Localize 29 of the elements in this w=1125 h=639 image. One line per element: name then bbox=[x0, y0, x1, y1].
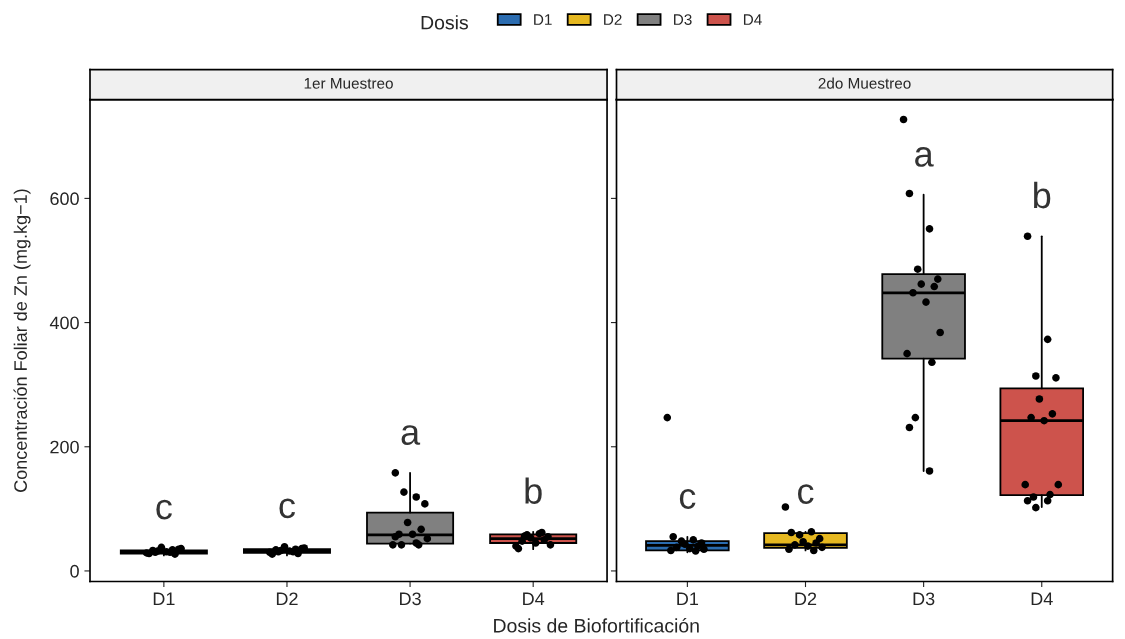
legend-label: D3 bbox=[674, 14, 692, 25]
annotation: b bbox=[525, 477, 542, 504]
annotation: c bbox=[156, 499, 172, 520]
y-tick-label: 400 bbox=[49, 316, 79, 330]
x-tick-label: D3 bbox=[913, 592, 935, 606]
x-tick-label: D2 bbox=[795, 592, 817, 605]
y-axis-title: Concentración Foliar de Zn (mg.kg−1) bbox=[13, 189, 31, 492]
legend-label: D1 bbox=[534, 14, 552, 25]
x-tick-label: D1 bbox=[153, 592, 175, 605]
x-tick-label: D1 bbox=[677, 592, 699, 605]
x-tick-label: D2 bbox=[276, 592, 298, 605]
annotation: a bbox=[915, 147, 934, 167]
annotation: c bbox=[798, 484, 814, 504]
x-axis-title: Dosis de Biofortificación bbox=[494, 618, 699, 633]
chart-title: 2do Muestreo bbox=[818, 77, 911, 89]
y-tick-label: 0 bbox=[70, 564, 79, 578]
annotation: c bbox=[279, 498, 296, 519]
annotation: c bbox=[679, 489, 696, 509]
y-tick-label: 600 bbox=[50, 192, 79, 206]
legend-label: D2 bbox=[604, 14, 622, 25]
x-tick-label: D3 bbox=[400, 592, 421, 606]
legend-label: D4 bbox=[743, 14, 762, 25]
y-tick-label: 200 bbox=[50, 440, 79, 454]
annotation: a bbox=[401, 425, 421, 445]
x-tick-label: D4 bbox=[523, 592, 545, 605]
x-tick-label: D4 bbox=[1031, 592, 1053, 605]
annotation: b bbox=[1034, 181, 1051, 209]
legend-title: Dosis bbox=[421, 15, 468, 30]
chart-title: 1er Muestreo bbox=[304, 78, 393, 89]
